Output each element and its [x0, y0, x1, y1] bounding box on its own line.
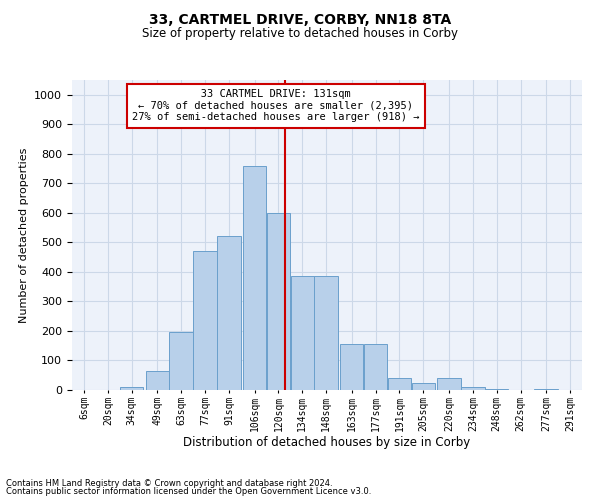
- X-axis label: Distribution of detached houses by size in Corby: Distribution of detached houses by size …: [184, 436, 470, 450]
- Bar: [217, 236, 241, 390]
- Text: Size of property relative to detached houses in Corby: Size of property relative to detached ho…: [142, 28, 458, 40]
- Bar: [266, 213, 290, 390]
- Bar: [314, 276, 338, 390]
- Text: Contains public sector information licensed under the Open Government Licence v3: Contains public sector information licen…: [6, 487, 371, 496]
- Bar: [290, 276, 314, 390]
- Bar: [146, 371, 169, 390]
- Bar: [364, 344, 388, 390]
- Text: Contains HM Land Registry data © Crown copyright and database right 2024.: Contains HM Land Registry data © Crown c…: [6, 478, 332, 488]
- Bar: [437, 378, 461, 390]
- Bar: [340, 344, 364, 390]
- Bar: [169, 332, 193, 390]
- Text: 33, CARTMEL DRIVE, CORBY, NN18 8TA: 33, CARTMEL DRIVE, CORBY, NN18 8TA: [149, 12, 451, 26]
- Bar: [193, 251, 217, 390]
- Bar: [388, 378, 411, 390]
- Bar: [535, 388, 558, 390]
- Bar: [485, 388, 508, 390]
- Bar: [120, 387, 143, 390]
- Y-axis label: Number of detached properties: Number of detached properties: [19, 148, 29, 322]
- Bar: [461, 387, 485, 390]
- Text: 33 CARTMEL DRIVE: 131sqm   
← 70% of detached houses are smaller (2,395)
27% of : 33 CARTMEL DRIVE: 131sqm ← 70% of detach…: [132, 90, 420, 122]
- Bar: [412, 382, 435, 390]
- Bar: [243, 166, 266, 390]
